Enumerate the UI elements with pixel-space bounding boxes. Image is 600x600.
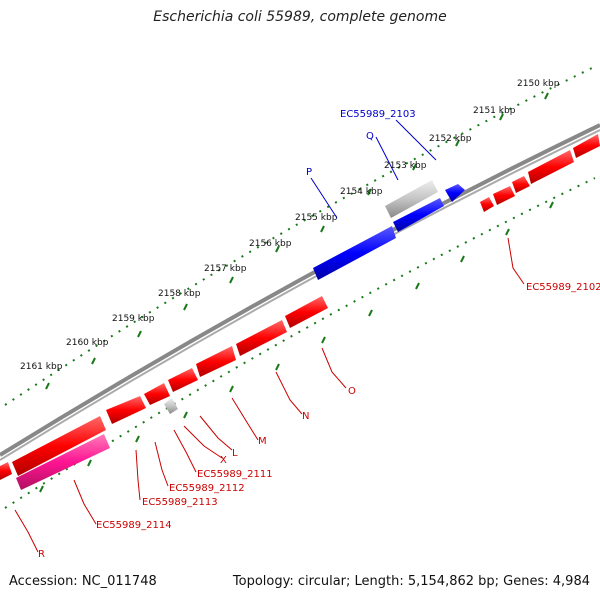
gene-red-2[interactable]: [528, 150, 574, 184]
label-ec55989-2112[interactable]: EC55989_2112: [169, 483, 245, 494]
gene-red-8[interactable]: [196, 346, 236, 377]
gene-red-10[interactable]: [144, 383, 170, 405]
label-m[interactable]: M: [258, 436, 267, 447]
backbone-outer: [0, 123, 600, 457]
gene-red-6[interactable]: [285, 296, 328, 328]
label-ec55989-2103[interactable]: EC55989_2103: [340, 109, 416, 120]
map-title: Escherichia coli 55989, complete genome: [153, 9, 447, 25]
tick-ring-inner: [4, 177, 596, 509]
gene-blue-1[interactable]: [445, 184, 465, 202]
tick-label-2150: 2150 kbp: [517, 79, 560, 89]
red-leaders: [14, 237, 525, 553]
tick-label-2155: 2155 kbp: [295, 213, 338, 223]
tick-marks: [39, 92, 554, 493]
label-n[interactable]: N: [302, 411, 309, 422]
gene-red-12[interactable]: [12, 416, 106, 476]
gene-grey-2[interactable]: [164, 398, 178, 414]
label-ec55989-2113[interactable]: EC55989_2113: [142, 497, 218, 508]
gene-red-9[interactable]: [168, 368, 198, 392]
gene-grey-1[interactable]: [385, 180, 438, 218]
gene-red-7[interactable]: [236, 320, 287, 356]
tick-label-2161: 2161 kbp: [20, 362, 63, 372]
gene-blue-2[interactable]: [393, 198, 444, 232]
tick-label-2158: 2158 kbp: [158, 289, 201, 299]
label-x[interactable]: X: [220, 455, 227, 466]
label-l[interactable]: L: [232, 448, 238, 459]
accession-text: Accession: NC_011748: [9, 574, 157, 589]
label-ec55989-2111[interactable]: EC55989_2111: [197, 469, 273, 480]
tick-ring-outer: [4, 67, 593, 406]
gene-red-13[interactable]: [0, 462, 12, 480]
label-r[interactable]: R: [38, 549, 45, 560]
gene-pink-1[interactable]: [16, 434, 110, 490]
label-p[interactable]: P: [306, 167, 312, 178]
label-o[interactable]: O: [348, 386, 356, 397]
tick-label-2152: 2152 kbp: [429, 134, 472, 144]
backbone-inner: [0, 129, 600, 461]
tick-label-2156: 2156 kbp: [249, 239, 292, 249]
blue-leaders: [310, 119, 437, 219]
gene-red-5[interactable]: [480, 197, 494, 212]
gene-red-3[interactable]: [512, 176, 530, 193]
tick-label-2154: 2154 kbp: [340, 187, 383, 197]
tick-label-2157: 2157 kbp: [204, 264, 247, 274]
label-q[interactable]: Q: [366, 131, 374, 142]
label-ec55989-2102[interactable]: EC55989_2102: [526, 282, 600, 293]
tick-label-2151: 2151 kbp: [473, 106, 516, 116]
genome-summary-text: Topology: circular; Length: 5,154,862 bp…: [232, 574, 590, 589]
gene-red-4[interactable]: [493, 186, 515, 205]
gene-blue-3[interactable]: [313, 226, 396, 280]
gene-red-11[interactable]: [106, 396, 146, 424]
label-ec55989-2114[interactable]: EC55989_2114: [96, 520, 172, 531]
tick-label-2159: 2159 kbp: [112, 314, 155, 324]
tick-label-2160: 2160 kbp: [66, 338, 109, 348]
gene-red-1[interactable]: [573, 134, 600, 158]
tick-label-2153: 2153 kbp: [384, 161, 427, 171]
